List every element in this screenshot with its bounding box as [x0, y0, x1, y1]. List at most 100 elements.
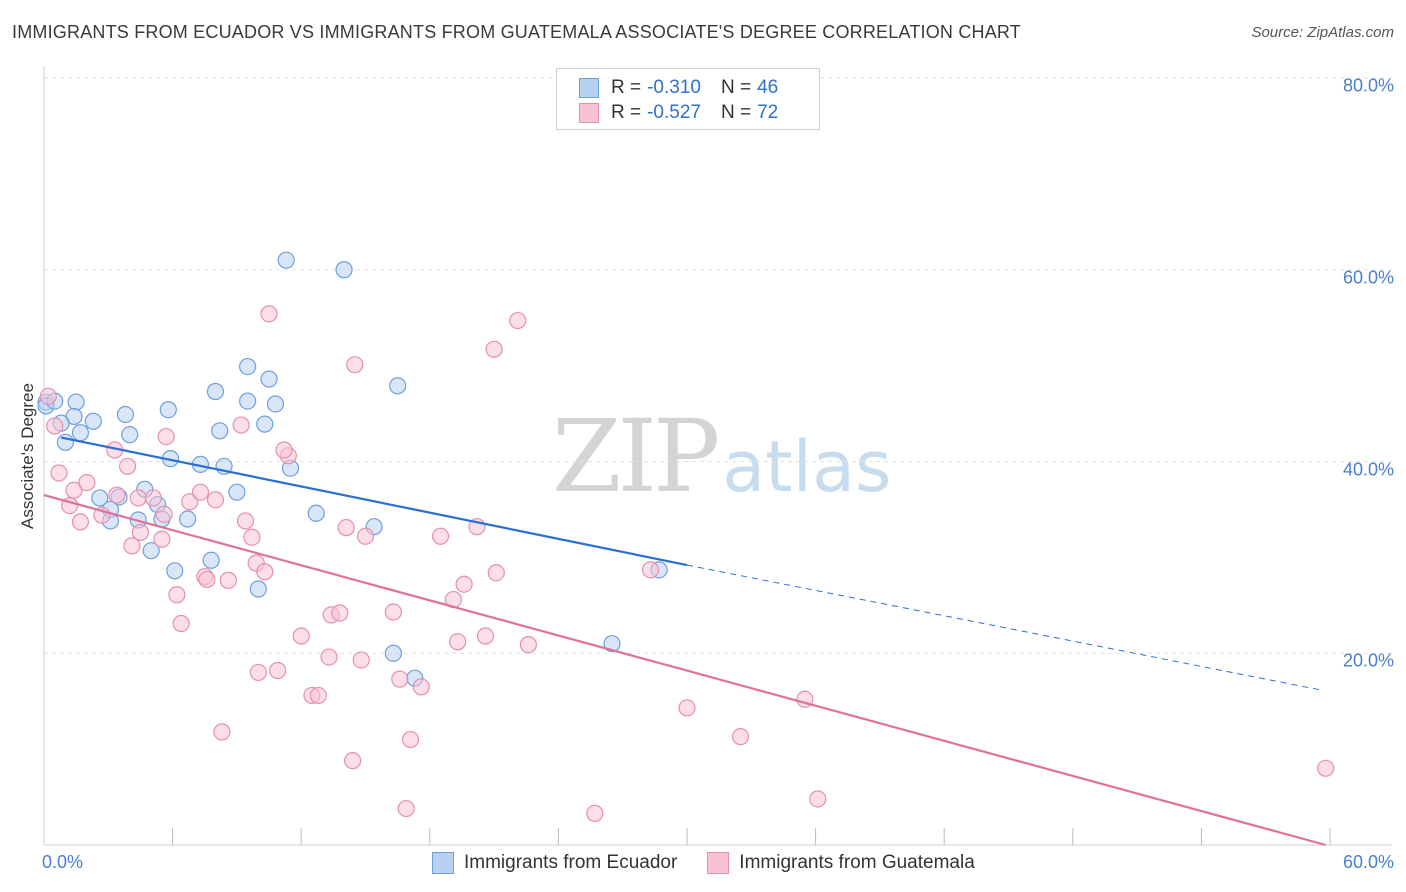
guatemala-point: [1317, 759, 1335, 777]
guatemala-point: [401, 730, 420, 749]
guatemala-points: [39, 305, 1335, 822]
guatemala-point: [50, 464, 68, 482]
trend-lines: [43, 436, 1327, 847]
legend-r-label: R =: [611, 77, 642, 98]
x-tick-label-max: 60.0%: [1342, 852, 1394, 872]
ecuador-point: [277, 251, 295, 269]
guatemala-point: [232, 416, 250, 434]
ecuador-point: [211, 422, 229, 440]
guatemala-point: [397, 799, 415, 818]
guatemala-point: [157, 427, 175, 446]
guatemala-point: [168, 586, 186, 604]
ecuador-point: [260, 370, 278, 388]
legend-r-value: -0.527: [647, 102, 701, 123]
ecuador-point: [166, 562, 184, 580]
ecuador-point: [307, 504, 325, 522]
ecuador-point: [91, 489, 109, 507]
guatemala-point: [71, 513, 90, 531]
guatemala-point: [384, 603, 402, 621]
y-axis-label: Associate's Degree: [18, 383, 37, 529]
ecuador-point: [84, 412, 102, 430]
guatemala-point: [519, 636, 537, 654]
guatemala-point: [144, 489, 162, 507]
ecuador-point: [179, 510, 197, 528]
ecuador-trend-line: [60, 436, 688, 567]
ecuador-point: [335, 261, 353, 279]
ecuador-point: [384, 644, 402, 662]
guatemala-point: [337, 519, 355, 537]
guatemala-point: [172, 614, 190, 633]
guatemala-point: [236, 512, 255, 530]
guatemala-point: [39, 387, 57, 405]
legend-r-label: R =: [611, 102, 642, 123]
ecuador-point: [121, 426, 139, 444]
guatemala-point: [108, 486, 126, 504]
guatemala-point: [320, 648, 338, 666]
legend-n-value: 72: [757, 102, 779, 123]
legend-swatch-guatemala: [579, 103, 599, 123]
guatemala-point: [269, 661, 287, 680]
guatemala-point: [213, 723, 231, 741]
guatemala-point: [309, 686, 327, 705]
guatemala-point: [809, 790, 827, 808]
y-tick-label: 40.0%: [1342, 459, 1394, 479]
series-legend-ecuador: Immigrants from Ecuador: [432, 852, 677, 874]
series-legend: Immigrants from Ecuador Immigrants from …: [432, 852, 1005, 874]
guatemala-point: [260, 305, 278, 323]
guatemala-point: [344, 752, 362, 770]
chart-title: IMMIGRANTS FROM ECUADOR VS IMMIGRANTS FR…: [12, 22, 1022, 42]
guatemala-point: [129, 489, 147, 507]
ecuador-point: [228, 483, 246, 501]
guatemala-point: [586, 804, 604, 822]
guatemala-point: [331, 604, 349, 622]
guatemala-point: [352, 651, 370, 669]
ecuador-point: [206, 382, 225, 401]
guatemala-point: [153, 530, 171, 548]
y-tick-label: 80.0%: [1342, 75, 1394, 96]
correlation-legend: R = -0.310 N = 46 R = -0.527 N = 72: [556, 68, 820, 130]
guatemala-point: [412, 678, 430, 696]
series-swatch-ecuador: [432, 852, 454, 874]
chart-source: Source: ZipAtlas.com: [1251, 24, 1394, 41]
guatemala-trend-line: [43, 493, 1327, 847]
ecuador-point: [71, 424, 90, 442]
guatemala-point: [198, 570, 216, 589]
guatemala-point: [449, 633, 467, 651]
guatemala-point: [275, 441, 293, 459]
guatemala-point: [509, 311, 527, 330]
guatemala-point: [118, 457, 137, 475]
legend-r-value: -0.310: [647, 77, 701, 98]
ecuador-point: [142, 542, 160, 560]
series-legend-guatemala: Immigrants from Guatemala: [707, 852, 975, 874]
ecuador-point: [239, 357, 257, 376]
ecuador-point: [256, 415, 274, 433]
ecuador-point: [67, 393, 85, 411]
guatemala-point: [476, 627, 495, 645]
x-tick-label-min: 0.0%: [42, 852, 84, 872]
guatemala-point: [487, 564, 505, 582]
ecuador-point: [266, 395, 285, 413]
ecuador-point: [249, 580, 267, 598]
axes: [43, 66, 1392, 846]
guatemala-point: [292, 627, 310, 645]
guatemala-point: [346, 356, 364, 374]
legend-n-label: N =: [720, 77, 752, 98]
guatemala-point: [219, 571, 237, 589]
legend-n-label: N =: [720, 102, 752, 123]
guatemala-point: [181, 493, 199, 511]
ecuador-point: [389, 377, 407, 395]
ecuador-point: [56, 433, 75, 451]
ecuador-trend-extension: [686, 564, 1320, 691]
guatemala-point: [249, 663, 267, 682]
guatemala-point: [78, 473, 96, 492]
guatemala-point: [641, 561, 660, 579]
guatemala-point: [356, 527, 375, 545]
legend-row-ecuador: R = -0.310 N = 46: [579, 77, 778, 99]
guatemala-point: [455, 575, 473, 593]
ecuador-point: [239, 392, 257, 410]
guatemala-point: [123, 537, 141, 555]
guatemala-point: [155, 505, 173, 523]
y-tick-label: 60.0%: [1342, 267, 1394, 288]
ecuador-point: [159, 401, 177, 419]
guatemala-point: [485, 340, 503, 358]
